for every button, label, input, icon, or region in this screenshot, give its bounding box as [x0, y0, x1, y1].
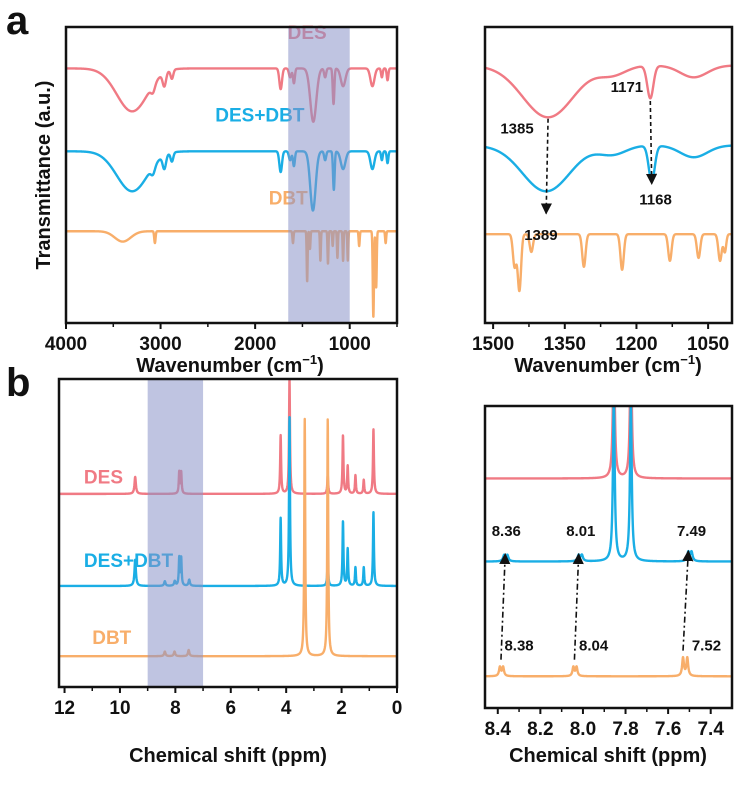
x-tick-label: 6 — [225, 698, 236, 719]
annotation-arrow — [540, 118, 552, 215]
panel-label-b: b — [6, 361, 30, 405]
x-axis-label: Wavenumber (cm−1) — [136, 352, 323, 377]
annotation-label: 7.52 — [692, 638, 721, 655]
x-tick-label: 7.4 — [697, 719, 724, 740]
x-tick-label: 1500 — [472, 334, 514, 355]
series-label-dbt: DBT — [92, 628, 131, 649]
y-axis-label: Transmittance (a.u.) — [33, 81, 55, 270]
annotation-arrow — [645, 100, 658, 185]
highlight-band — [147, 379, 204, 687]
x-tick-label: 8.4 — [485, 719, 512, 740]
x-tick-label: 2 — [336, 698, 347, 719]
x-tick-label: 3000 — [139, 334, 181, 355]
annotation-arrow — [499, 552, 511, 660]
x-tick-label: 12 — [54, 698, 75, 719]
x-tick-label: 2000 — [234, 334, 276, 355]
x-tick-label: 7.6 — [655, 719, 681, 740]
x-tick-label: 10 — [109, 698, 130, 719]
annotation-label: 8.04 — [579, 638, 609, 655]
plot-frame — [57, 377, 399, 689]
annotation-arrow — [572, 552, 584, 660]
spectrum-line-dbt — [485, 655, 732, 678]
x-tick-label: 1200 — [615, 334, 657, 355]
x-tick-label: 7.8 — [612, 719, 638, 740]
x-axis-label: Chemical shift (ppm) — [129, 745, 327, 767]
x-axis-label: Chemical shift (ppm) — [509, 745, 707, 767]
annotation-label: 1168 — [639, 192, 672, 209]
spectrum-line-des — [59, 379, 397, 496]
spectrum-line-des — [485, 406, 732, 480]
x-tick-label: 1000 — [329, 334, 371, 355]
annotation-label: 8.01 — [566, 523, 595, 540]
annotation-arrow — [682, 549, 694, 651]
panel-b_right: 8.4 8.2 8.0 7.8 7.6 7.4 Chemical shift (ppm) 8.… — [483, 404, 734, 767]
series-label-des-dbt: DES+DBT — [215, 106, 305, 127]
series-group — [485, 406, 732, 678]
x-tick-label: 8.2 — [527, 719, 553, 740]
spectrum-line-dbt — [59, 417, 397, 658]
panel-label-a: a — [6, 0, 29, 43]
annotation-label: 8.38 — [504, 638, 533, 655]
x-tick-label: 4000 — [45, 334, 87, 355]
annotation-label: 1171 — [611, 79, 644, 96]
plot-frame — [483, 25, 734, 325]
spectrum-line-des-dbt — [485, 144, 732, 193]
annotation-label: 1389 — [524, 227, 557, 244]
series-group — [59, 379, 397, 658]
series-label-des: DES — [84, 468, 123, 489]
annotation-label: 8.36 — [492, 523, 521, 540]
series-group — [485, 64, 732, 293]
x-axis-label: Wavenumber (cm−1) — [514, 352, 701, 377]
plot-frame — [64, 25, 399, 325]
spectrum-line-des-dbt — [59, 415, 397, 588]
annotation-label: 1385 — [500, 121, 533, 138]
panel-a_left: DESDES+DBTDBT4000300020001000Wavenumber … — [45, 23, 399, 377]
x-tick-label: 8.0 — [570, 719, 596, 740]
x-tick-label: 8 — [170, 698, 181, 719]
x-tick-label: 0 — [392, 698, 403, 719]
x-tick-label: 1350 — [544, 334, 586, 355]
plot-frame — [483, 404, 734, 710]
x-tick-label: 1050 — [687, 334, 729, 355]
spectrum-line-des — [485, 64, 732, 119]
annotation-label: 7.49 — [677, 523, 706, 540]
x-tick-label: 4 — [281, 698, 292, 719]
highlight-band — [288, 27, 350, 323]
spectrum-line-dbt — [485, 233, 732, 293]
